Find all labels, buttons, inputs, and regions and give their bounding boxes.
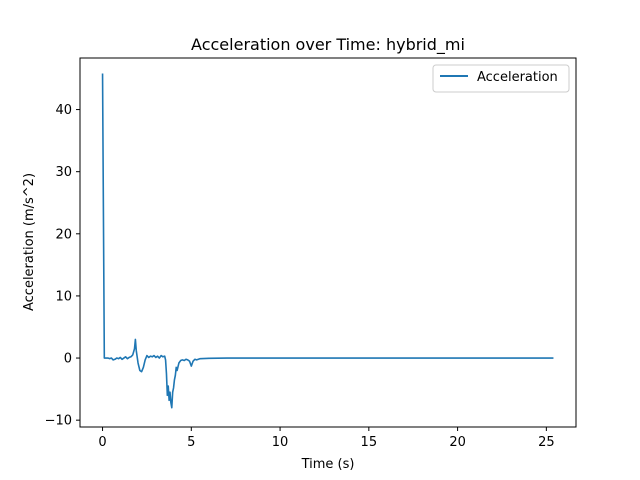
x-axis-label: Time (s) xyxy=(301,457,355,472)
x-tick-label: 0 xyxy=(98,435,106,450)
legend-box xyxy=(432,64,570,93)
y-tick-label: 10 xyxy=(55,289,72,304)
x-axis-ticks: 0 5 10 15 20 25 xyxy=(98,427,555,450)
plot-area xyxy=(101,73,554,409)
x-tick-label: 20 xyxy=(449,435,466,450)
y-axis-ticks: −10 0 10 20 30 40 xyxy=(45,103,80,429)
y-tick-label: −10 xyxy=(45,414,72,429)
chart-title: Acceleration over Time: hybrid_mi xyxy=(191,35,465,55)
legend-label-acceleration: Acceleration xyxy=(477,70,558,85)
y-axis-label: Acceleration (m/s^2) xyxy=(22,173,37,311)
x-tick-label: 10 xyxy=(272,435,289,450)
x-tick-label: 15 xyxy=(361,435,378,450)
y-tick-label: 20 xyxy=(55,227,72,242)
axes-frame xyxy=(79,57,577,428)
y-tick-label: 0 xyxy=(64,352,72,367)
x-tick-label: 5 xyxy=(187,435,195,450)
y-tick-label: 40 xyxy=(55,103,72,118)
y-tick-label: 30 xyxy=(55,165,72,180)
x-tick-label: 25 xyxy=(538,435,555,450)
legend: Acceleration xyxy=(432,64,570,93)
series-line-acceleration xyxy=(101,73,554,409)
